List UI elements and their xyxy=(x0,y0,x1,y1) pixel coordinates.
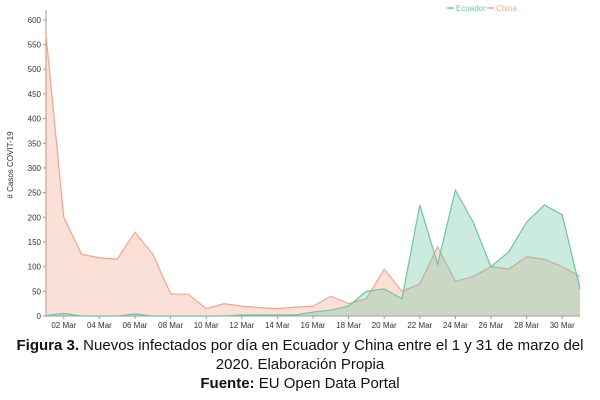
figure-label: Figura 3. xyxy=(17,337,80,354)
y-tick-label: 550 xyxy=(28,41,42,50)
source-label: Fuente: xyxy=(200,375,254,392)
x-tick-label: 18 Mar xyxy=(336,321,361,330)
x-tick-label: 20 Mar xyxy=(372,321,397,330)
y-tick-label: 100 xyxy=(28,263,42,272)
y-tick-label: 150 xyxy=(28,238,42,247)
y-tick-label: 250 xyxy=(28,189,42,198)
legend: Ecuador China xyxy=(447,4,517,13)
figure-text: Nuevos infectados por día en Ecuador y C… xyxy=(79,337,583,373)
x-tick-label: 06 Mar xyxy=(123,321,148,330)
legend-ecuador-label: Ecuador xyxy=(456,4,486,13)
y-tick-label: 0 xyxy=(37,312,42,321)
x-tick-label: 08 Mar xyxy=(158,321,183,330)
caption-line: Figura 3. Nuevos infectados por día en E… xyxy=(0,336,600,374)
x-tick-label: 14 Mar xyxy=(265,321,290,330)
y-axis-title: # Casos COVIT-19 xyxy=(6,131,15,199)
y-tick-label: 450 xyxy=(28,90,42,99)
chart-area: 0 50 100 150 200 250 300 350 400 450 500 550 600 02 … xyxy=(0,0,600,336)
x-tick-label: 02 Mar xyxy=(51,321,76,330)
y-tick-label: 400 xyxy=(28,115,42,124)
x-tick-label: 10 Mar xyxy=(194,321,219,330)
x-tick-label: 28 Mar xyxy=(514,321,539,330)
x-tick-label: 26 Mar xyxy=(479,321,504,330)
figure-caption: Figura 3. Nuevos infectados por día en E… xyxy=(0,336,600,393)
y-tick-label: 50 xyxy=(32,287,41,296)
y-ticks: 0 50 100 150 200 250 300 350 400 450 500 550 600 xyxy=(28,16,46,321)
source-text: EU Open Data Portal xyxy=(255,375,400,392)
y-tick-label: 200 xyxy=(28,213,42,222)
y-tick-label: 350 xyxy=(28,139,42,148)
x-tick-label: 16 Mar xyxy=(301,321,326,330)
x-tick-label: 30 Mar xyxy=(550,321,575,330)
series-areas xyxy=(46,35,580,316)
x-tick-label: 24 Mar xyxy=(443,321,468,330)
y-tick-label: 600 xyxy=(28,16,42,25)
x-tick-label: 22 Mar xyxy=(407,321,432,330)
legend-china-label: China xyxy=(496,4,517,13)
x-ticks: 02 Mar 04 Mar 06 Mar 08 Mar 10 Mar 12 Mar 14 M… xyxy=(51,316,575,330)
x-tick-label: 12 Mar xyxy=(229,321,254,330)
y-tick-label: 500 xyxy=(28,65,42,74)
x-tick-label: 04 Mar xyxy=(87,321,112,330)
source-line: Fuente: EU Open Data Portal xyxy=(0,374,600,393)
y-tick-label: 300 xyxy=(28,164,42,173)
